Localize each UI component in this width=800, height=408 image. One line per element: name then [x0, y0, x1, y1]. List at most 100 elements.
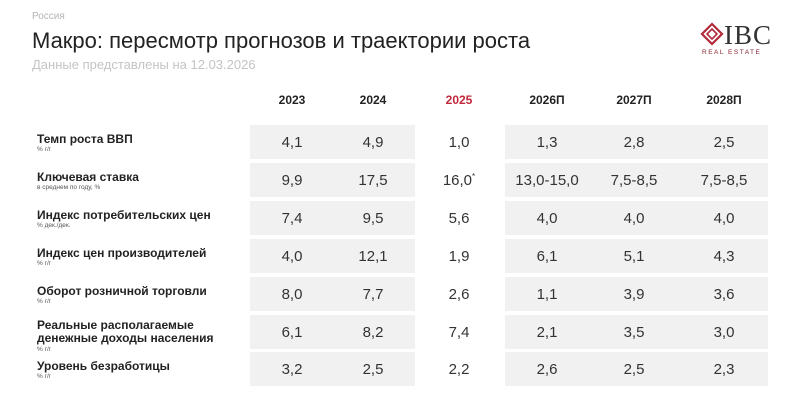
cell: 8,0 [249, 286, 335, 303]
cell: 12,1 [330, 248, 416, 265]
cell-value: 2,5 [623, 361, 645, 379]
cell: 1,3 [504, 134, 590, 151]
cell: 9,9 [249, 172, 335, 189]
logo-icon [700, 22, 724, 46]
region: Россия [32, 11, 65, 22]
cell: 6,1 [504, 248, 590, 265]
cell-value: 2,1 [536, 323, 558, 341]
row-label: Уровень безработицы [37, 359, 170, 374]
row-label: Темп роста ВВП [37, 132, 133, 146]
cell: 7,4 [416, 324, 502, 341]
cell-value: 3,9 [623, 285, 645, 303]
column-header: 2027П [616, 93, 652, 107]
row-bg [505, 352, 768, 387]
cell-value: 1,1 [536, 285, 558, 303]
row-bg [250, 200, 415, 235]
cell: 5,1 [591, 248, 677, 265]
cell-value: 12,1 [358, 247, 388, 265]
row-bg [505, 276, 768, 311]
cell: 3,0 [681, 324, 767, 341]
cell: 4,0 [681, 210, 767, 227]
cell: 9,5 [330, 210, 416, 227]
cell-value: 1,3 [536, 134, 558, 151]
row-label: Ключевая ставка [37, 169, 139, 184]
cell: 2,6 [504, 361, 590, 378]
cell: 3,2 [249, 361, 335, 378]
cell: 2,2 [416, 361, 502, 378]
cell-value: 4,1 [281, 134, 303, 151]
cell: 2,8 [591, 134, 677, 151]
cell-value: 2,6 [448, 285, 470, 303]
cell-value: 3,2 [281, 361, 303, 379]
cell-value: 1,9 [448, 247, 470, 265]
cell: 13,0-15,0 [504, 172, 590, 189]
cell-value: 7,5-8,5 [700, 171, 748, 189]
logo-name: IBC [724, 20, 773, 50]
column-header: 2024 [359, 93, 387, 107]
cell-value: 2,5 [713, 134, 735, 151]
row-unit: % г/г [37, 345, 52, 353]
cell-value: 4,3 [713, 247, 735, 265]
cell: 2,5 [681, 134, 767, 151]
row-bg [505, 238, 768, 273]
cell-value: 7,7 [362, 285, 384, 303]
cell: 3,9 [591, 286, 677, 303]
cell: 2,3 [681, 361, 767, 378]
cell-value: 4,0 [713, 209, 735, 227]
cell-value: 3,5 [623, 323, 645, 341]
cell: 2,5 [330, 361, 416, 378]
row-bg [505, 125, 768, 159]
row-label: Реальные располагаемые денежные доходы н… [37, 317, 214, 345]
row-unit: % дек./дек. [37, 221, 71, 229]
cell: 3,6 [681, 286, 767, 303]
cell: 3,5 [591, 324, 677, 341]
cell: 1,1 [504, 286, 590, 303]
row-bg [250, 276, 415, 311]
column-header: 2025 [445, 93, 473, 107]
cell-value: 7,4 [448, 323, 470, 341]
cell: 1,9 [416, 248, 502, 265]
cell-value: 2,5 [362, 361, 384, 379]
row-label: Индекс цен производителей [37, 245, 207, 260]
cell: 16,0* [416, 172, 502, 189]
cell-value: 2,8 [623, 134, 645, 151]
cell: 17,5 [330, 172, 416, 189]
column-header: 2026П [529, 93, 565, 107]
cell-value: 4,0 [623, 209, 645, 227]
cell: 1,0 [416, 134, 502, 151]
cell-value: 16,0 [442, 171, 473, 189]
footnote-mark: * [472, 171, 476, 181]
cell-value: 17,5 [358, 171, 388, 189]
row-unit: % г/г [37, 146, 52, 153]
cell-value: 5,1 [623, 247, 645, 265]
cell-value: 2,3 [713, 361, 735, 379]
row-label: Оборот розничной торговли [37, 283, 207, 298]
row-bg [250, 162, 415, 197]
cell: 7,5-8,5 [681, 172, 767, 189]
row-unit: % г/г [37, 373, 52, 381]
cell-value: 9,9 [281, 171, 303, 189]
cell-value: 6,1 [536, 247, 558, 265]
cell: 5,6 [416, 210, 502, 227]
cell-value: 9,5 [362, 209, 384, 227]
cell-value: 4,0 [536, 209, 558, 227]
row-unit: в среднем по году, % [37, 183, 101, 191]
row-bg [250, 238, 415, 273]
cell: 6,1 [249, 324, 335, 341]
title: Макро: пересмотр прогнозов и траектории … [32, 28, 531, 53]
cell-value: 8,0 [281, 285, 303, 303]
cell: 4,1 [249, 134, 335, 151]
cell: 4,0 [249, 248, 335, 265]
cell: 7,7 [330, 286, 416, 303]
row-bg [250, 125, 415, 159]
logo-tagline: REAL ESTATE [702, 49, 762, 56]
row-unit: % г/г [37, 297, 52, 305]
cell-value: 3,6 [713, 285, 735, 303]
cell: 4,0 [504, 210, 590, 227]
cell-value: 2,2 [448, 361, 470, 379]
cell: 4,9 [330, 134, 416, 151]
cell-value: 8,2 [362, 323, 384, 341]
row-unit: % г/г [37, 259, 52, 267]
cell: 4,0 [591, 210, 677, 227]
